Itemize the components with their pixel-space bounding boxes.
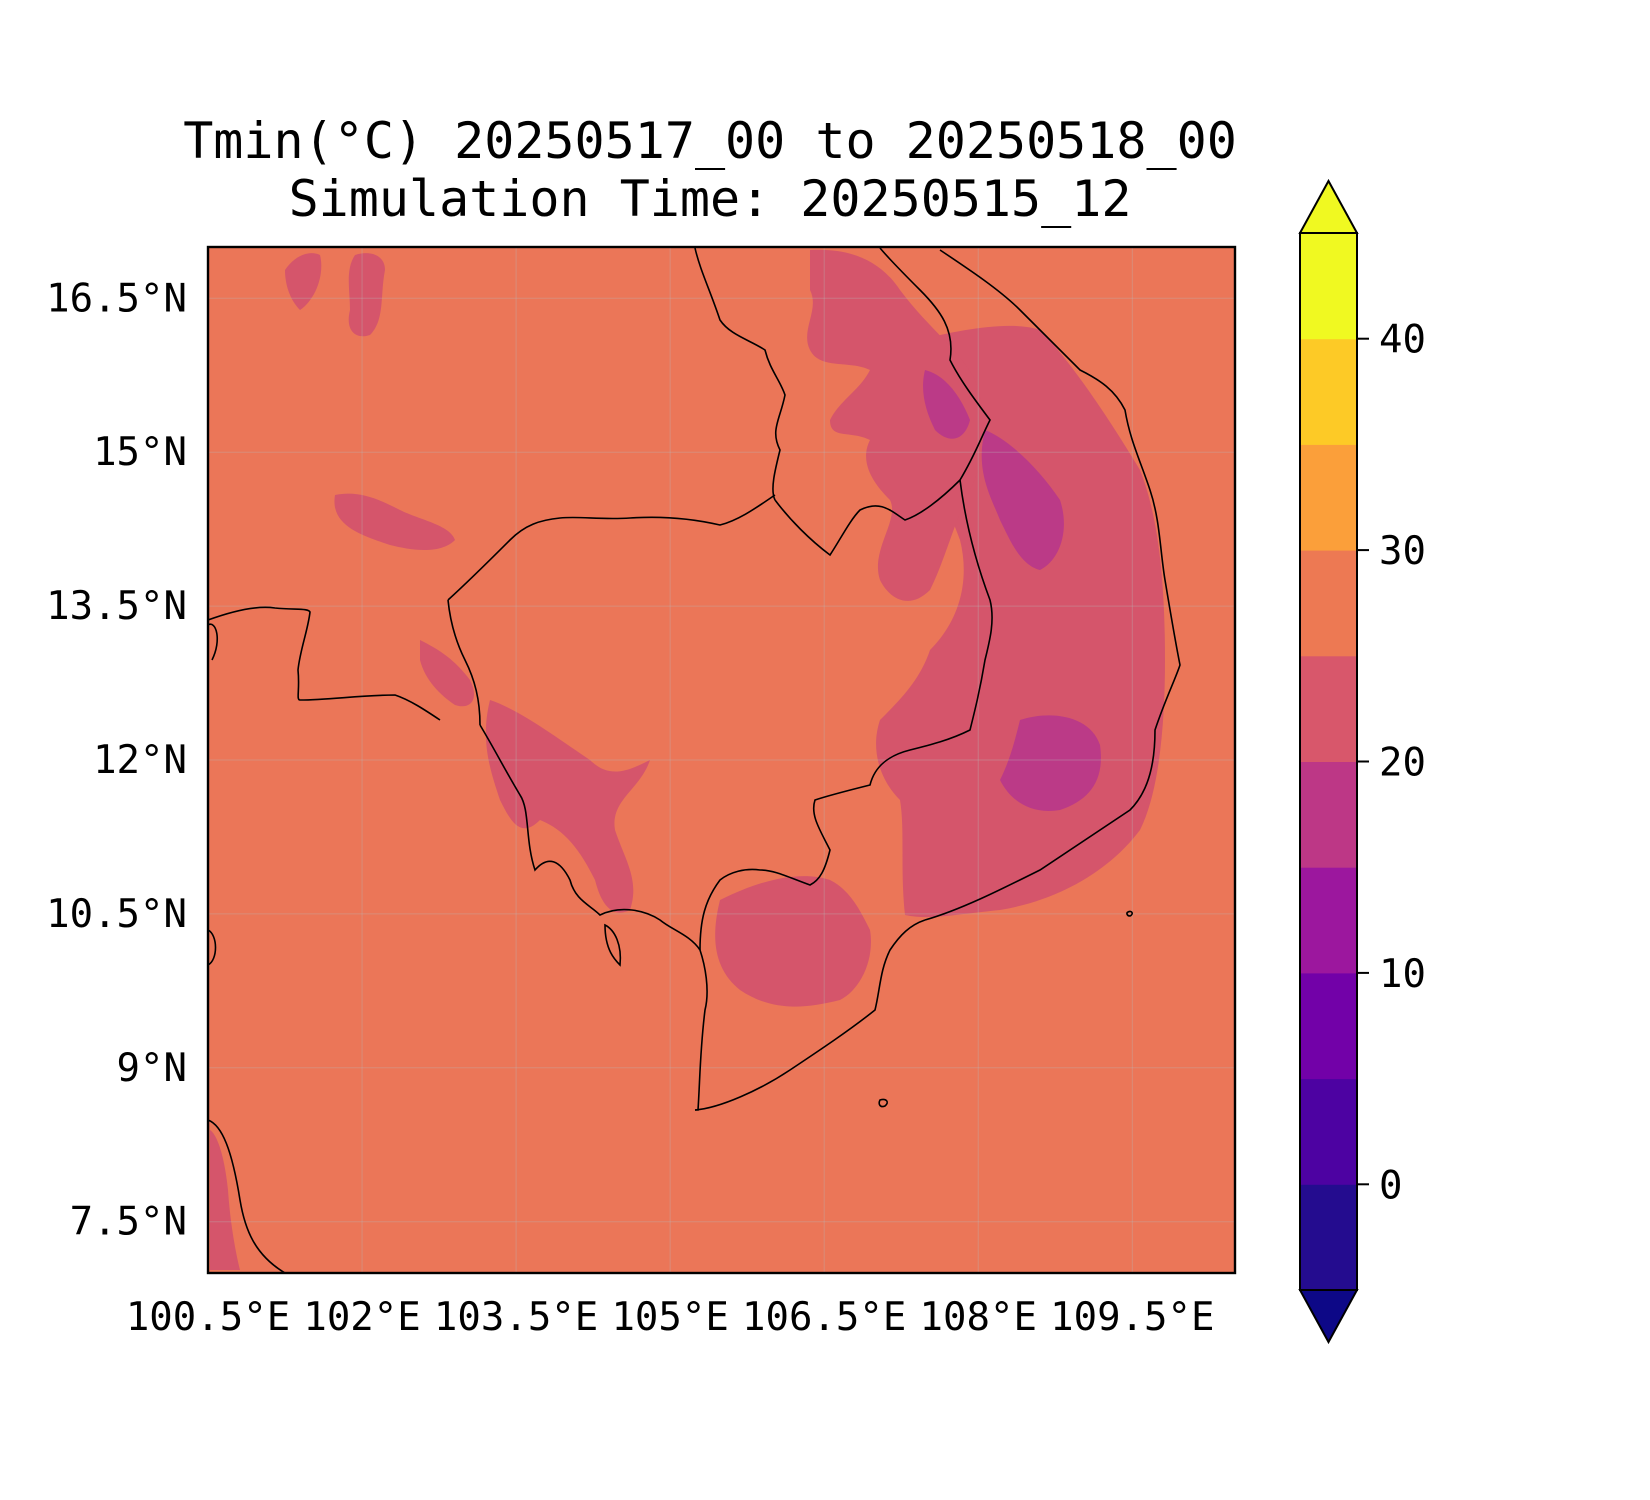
colorbar-tick-label-4: 40: [1379, 318, 1426, 363]
colorbar-under-triangle: [1298, 1289, 1359, 1345]
temperature-contours: [210, 249, 1165, 1270]
colorbar-segment-5: [1300, 655, 1357, 762]
lat-tick-label-2: 13.5°N: [46, 584, 187, 629]
lat-tick-label-6: 7.5°N: [70, 1200, 187, 1245]
colorbar-segment-3: [1300, 867, 1357, 974]
contour-region-laos-plateau-cool: [923, 370, 970, 439]
lon-tick-label-1: 102°E: [303, 1295, 420, 1340]
colorbar-tick-label-1: 10: [1379, 952, 1426, 997]
lat-tick-label-5: 9°N: [117, 1046, 187, 1091]
coastline-thailand-east: [208, 623, 219, 966]
colorbar-segment-4: [1300, 761, 1357, 868]
contour-region-central-highlands-cool-2: [1000, 715, 1101, 811]
border-laos-thailand: [694, 247, 786, 501]
lat-tick-label-0: 16.5°N: [46, 276, 187, 321]
coastline-mekong-delta-south: [694, 919, 926, 1111]
colorbar-segment-2: [1300, 972, 1357, 1080]
border-cambodia-west: [447, 599, 481, 726]
lat-tick-label-3: 12°N: [93, 738, 187, 783]
colorbar-tick-label-2: 20: [1379, 741, 1426, 786]
colorbar-segment-6: [1300, 550, 1357, 657]
lon-tick-label-4: 106.5°E: [742, 1295, 906, 1340]
lon-tick-label-2: 103.5°E: [434, 1295, 598, 1340]
contour-region-laos-south: [807, 249, 985, 601]
colorbar-segment-0: [1300, 1184, 1357, 1291]
chart-title: Tmin(°C) 20250517_00 to 20250518_00: [183, 112, 1237, 170]
colorbar: 0 10 20 30 40: [1298, 178, 1426, 1345]
latitude-tick-labels: 16.5°N 15°N 13.5°N 12°N 10.5°N 9°N 7.5°N: [46, 276, 187, 1244]
colorbar-tick-label-3: 30: [1379, 529, 1426, 574]
coastline-vietnam-south-east: [924, 249, 1181, 921]
coastline-gulf-of-thailand: [208, 1119, 286, 1273]
colorbar-segment-8: [1300, 338, 1357, 445]
border-laos-vietnam: [774, 247, 991, 557]
colorbar-segment-9: [1300, 233, 1357, 340]
contour-region-thailand-north-1: [285, 253, 322, 310]
map-panel: 16.5°N 15°N 13.5°N 12°N 10.5°N 9°N 7.5°N 100.5…: [46, 245, 1237, 1340]
lon-tick-label-6: 109.5°E: [1050, 1295, 1214, 1340]
map-frame: [206, 245, 1237, 1275]
island-con-dao: [878, 1098, 888, 1108]
border-thailand-west: [208, 606, 441, 721]
chart-title-block: Tmin(°C) 20250517_00 to 20250518_00 Simu…: [0, 112, 1420, 228]
contour-region-thailand-central: [334, 493, 455, 550]
border-cambodia-vietnam: [699, 479, 993, 951]
colorbar-segment-1: [1300, 1078, 1357, 1185]
lon-tick-label-0: 100.5°E: [126, 1295, 290, 1340]
contour-region-cambodia-west: [485, 700, 650, 913]
lon-tick-label-3: 105°E: [611, 1295, 728, 1340]
border-thailand-cambodia-north: [447, 494, 776, 601]
island-small-east: [1126, 910, 1133, 917]
lat-tick-label-1: 15°N: [93, 430, 187, 475]
contour-region-thailand-north-2: [348, 253, 385, 337]
longitude-tick-labels: 100.5°E 102°E 103.5°E 105°E 106.5°E 108°E 109.…: [126, 1295, 1215, 1340]
coastline-cambodia-coast: [479, 724, 708, 1111]
chart-subtitle: Simulation Time: 20250515_12: [288, 170, 1132, 228]
colorbar-tick-label-0: 0: [1379, 1163, 1402, 1208]
lat-tick-label-4: 10.5°N: [46, 892, 187, 937]
colorbar-segment-7: [1300, 444, 1357, 551]
contour-region-central-highlands-cool-1: [981, 430, 1064, 570]
contour-region-malay-peninsula: [210, 1130, 240, 1270]
contour-region-mekong-delta: [715, 876, 871, 1007]
lon-tick-label-5: 108°E: [920, 1295, 1037, 1340]
coastlines-and-borders: [208, 247, 1181, 1273]
colorbar-over-triangle: [1298, 178, 1359, 234]
island-phu-quoc: [604, 923, 622, 967]
contour-region-cardamom: [420, 640, 475, 707]
